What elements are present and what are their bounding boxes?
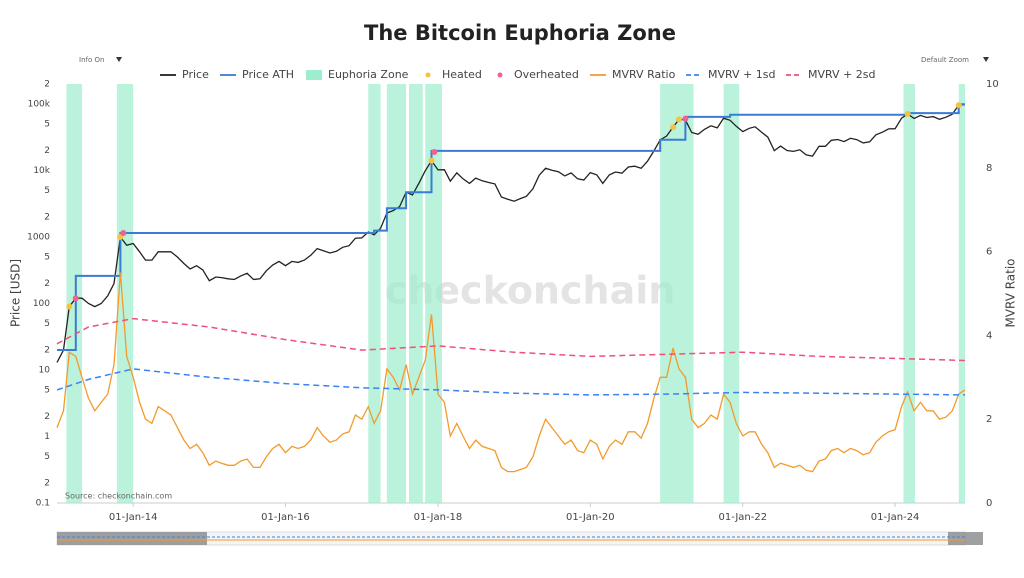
y-tick-label: 2 [44, 412, 50, 422]
chart-title: The Bitcoin Euphoria Zone [364, 21, 676, 45]
legend-label: Euphoria Zone [328, 68, 409, 81]
x-tick-label: 01-Jan-24 [871, 512, 920, 523]
x-tick-label: 01-Jan-14 [109, 512, 158, 523]
series-line [56, 317, 966, 362]
signal-point [955, 102, 962, 109]
legend-label: MVRV + 1sd [708, 68, 776, 81]
plot-area [56, 84, 966, 503]
legend-label: Price [182, 68, 209, 81]
signal-point [670, 124, 677, 131]
y-tick-label: 5 [44, 386, 50, 396]
y-tick-label: 5 [44, 120, 50, 130]
legend-label: Price ATH [242, 68, 294, 81]
legend-label: Heated [442, 68, 482, 81]
navigator-mask[interactable] [948, 532, 983, 545]
y2-axis-title: MVRV Ratio [1004, 258, 1018, 327]
y-tick-label: 1 [44, 432, 50, 442]
euphoria-zone [408, 84, 423, 503]
y-tick-label: 100 [33, 299, 50, 309]
y-tick-label: 5 [44, 253, 50, 263]
series-line [56, 272, 966, 473]
source-note: Source: checkonchain.com [65, 492, 172, 501]
signal-point [428, 157, 435, 164]
zoom-toggle[interactable]: Default Zoom [921, 56, 969, 64]
euphoria-zone [958, 84, 965, 503]
legend-label: MVRV + 2sd [808, 68, 876, 81]
x-tick-label: 01-Jan-20 [566, 512, 615, 523]
y-tick-label: 2 [44, 146, 50, 156]
y2-tick-label: 2 [986, 414, 992, 425]
navigator-mask[interactable] [57, 532, 207, 545]
dropdown-arrow[interactable] [116, 57, 122, 62]
y-tick-label: 5 [44, 452, 50, 462]
signal-point [66, 303, 73, 310]
euphoria-zone [660, 84, 694, 503]
x-tick-label: 01-Jan-16 [261, 512, 310, 523]
y-tick-label: 2 [44, 345, 50, 355]
x-tick-label: 01-Jan-22 [718, 512, 767, 523]
series-line [56, 103, 966, 363]
signal-point [72, 295, 79, 302]
y2-tick-label: 4 [986, 330, 992, 341]
euphoria-zone [903, 84, 915, 503]
legend-label: Overheated [514, 68, 579, 81]
y-tick-label: 10k [33, 166, 50, 176]
y-tick-label: 2 [44, 478, 50, 488]
y-tick-label: 2 [44, 80, 50, 90]
y2-tick-label: 10 [986, 79, 999, 90]
ath-line [57, 103, 965, 351]
euphoria-zone [66, 84, 83, 503]
euphoria-zone [425, 84, 442, 503]
signal-point [675, 116, 682, 123]
signal-point [431, 148, 438, 155]
y-tick-label: 5 [44, 186, 50, 196]
y-tick-label: 100k [28, 100, 51, 110]
legend-label: MVRV Ratio [612, 68, 676, 81]
legend-swatch [306, 70, 322, 80]
y2-tick-label: 8 [986, 163, 992, 174]
y2-tick-label: 0 [986, 498, 992, 509]
legend-swatch [497, 72, 503, 78]
y-tick-label: 1000 [27, 233, 50, 243]
y-tick-label: 2 [44, 212, 50, 222]
legend-swatch [425, 72, 431, 78]
series-line [56, 368, 966, 396]
signal-point [120, 229, 127, 236]
y-axis-title: Price [USD] [9, 259, 23, 327]
info-toggle[interactable]: Info On [79, 56, 104, 64]
y-tick-label: 0.1 [36, 499, 50, 509]
navigator[interactable] [56, 531, 983, 546]
y-tick-label: 2 [44, 279, 50, 289]
y2-tick-label: 6 [986, 247, 992, 258]
dropdown-arrow[interactable] [983, 57, 989, 62]
euphoria-zone [368, 84, 381, 503]
euphoria-zone [386, 84, 407, 503]
euphoria-zone [723, 84, 740, 503]
signal-point [904, 110, 911, 117]
y-tick-label: 10 [39, 366, 51, 376]
y-tick-label: 5 [44, 319, 50, 329]
euphoria-zone [116, 84, 134, 503]
signal-point [682, 115, 689, 122]
x-tick-label: 01-Jan-18 [414, 512, 463, 523]
